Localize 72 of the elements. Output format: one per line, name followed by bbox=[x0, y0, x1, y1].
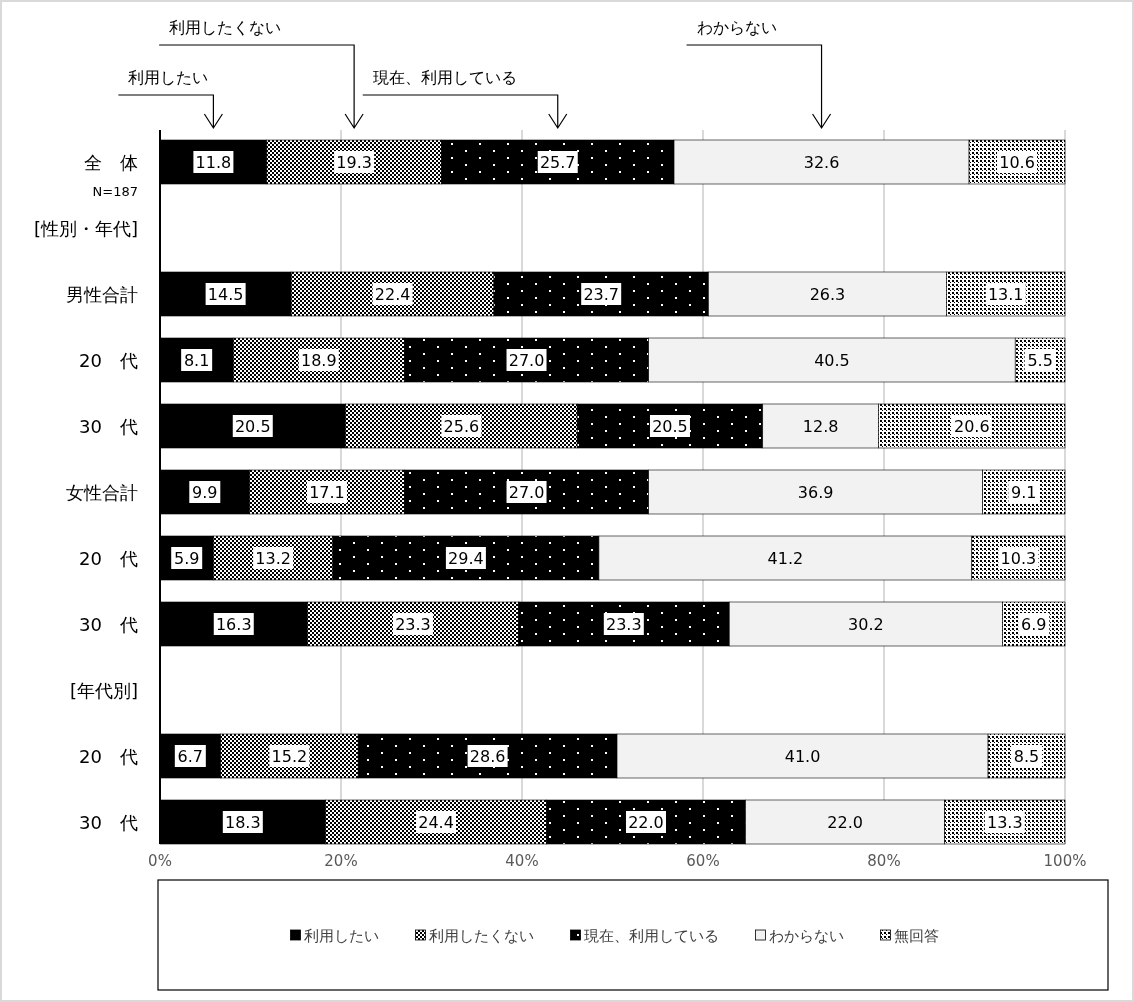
data-label: 20.5 bbox=[234, 417, 271, 436]
data-label: 9.9 bbox=[192, 483, 218, 502]
y-tick-label: 20 代 bbox=[79, 548, 138, 569]
data-label: 23.3 bbox=[606, 615, 642, 634]
data-label: 10.3 bbox=[1000, 549, 1037, 568]
data-label: 13.2 bbox=[255, 549, 291, 568]
data-label: 17.1 bbox=[309, 483, 345, 502]
data-label: 41.0 bbox=[784, 747, 821, 766]
y-tick-label: 全 体 bbox=[84, 152, 138, 173]
x-tick-label: 100% bbox=[1043, 852, 1087, 870]
x-tick-label: 0% bbox=[148, 852, 172, 870]
data-label: 5.5 bbox=[1027, 351, 1053, 370]
data-label: 18.3 bbox=[224, 813, 261, 832]
data-label: 23.3 bbox=[395, 615, 431, 634]
text: 利用したくない bbox=[169, 18, 282, 37]
legend-label: 利用したくない bbox=[428, 927, 534, 945]
data-label: 15.2 bbox=[271, 747, 308, 766]
data-label: 30.2 bbox=[848, 615, 884, 634]
data-label: 12.8 bbox=[802, 417, 839, 436]
y-tick-label: 30 代 bbox=[79, 614, 138, 635]
data-label: 20.5 bbox=[652, 417, 688, 436]
y-tick-label: 男性合計 bbox=[66, 284, 138, 305]
y-tick-label: 20 代 bbox=[79, 350, 138, 371]
data-label: 25.6 bbox=[443, 417, 480, 436]
data-label: 5.9 bbox=[173, 549, 200, 568]
data-label: 6.7 bbox=[177, 747, 204, 766]
text: 利用したい bbox=[128, 68, 209, 87]
data-label: 24.4 bbox=[418, 813, 454, 832]
legend-label: 無回答 bbox=[893, 927, 939, 945]
data-label: 40.5 bbox=[814, 351, 850, 370]
data-label: 26.3 bbox=[809, 285, 846, 304]
data-label: 22.4 bbox=[374, 285, 411, 304]
data-label: 6.9 bbox=[1021, 615, 1047, 634]
data-label: 23.7 bbox=[583, 285, 619, 304]
data-label: 13.1 bbox=[987, 285, 1024, 304]
data-label: 36.9 bbox=[797, 483, 834, 502]
data-label: 8.5 bbox=[1013, 747, 1040, 766]
legend-label: わからない bbox=[768, 927, 844, 945]
data-label: 22.0 bbox=[628, 813, 664, 832]
data-label: 9.1 bbox=[1011, 483, 1037, 502]
legend-label: 利用したい bbox=[303, 927, 379, 945]
data-label: 20.6 bbox=[953, 417, 990, 436]
data-label: 28.6 bbox=[469, 747, 506, 766]
data-label: 11.8 bbox=[195, 153, 232, 172]
y-tick-label: 女性合計 bbox=[66, 482, 138, 503]
y-tick-label: 20 代 bbox=[79, 746, 138, 767]
data-label: 25.7 bbox=[539, 153, 576, 172]
data-label: 10.6 bbox=[999, 153, 1035, 172]
text: 現在、利用している bbox=[372, 68, 517, 87]
text: N=187 bbox=[92, 184, 138, 199]
x-tick-label: 80% bbox=[867, 852, 901, 870]
data-label: 22.0 bbox=[827, 813, 863, 832]
text: わからない bbox=[696, 18, 777, 37]
data-label: 8.1 bbox=[183, 351, 210, 370]
x-tick-label: 60% bbox=[686, 852, 720, 870]
data-label: 18.9 bbox=[301, 351, 337, 370]
y-tick-label: [年代別] bbox=[69, 680, 138, 701]
y-tick-label: 30 代 bbox=[79, 416, 138, 437]
data-label: 16.3 bbox=[215, 615, 252, 634]
data-label: 19.3 bbox=[336, 153, 372, 172]
data-label: 29.4 bbox=[448, 549, 484, 568]
data-label: 27.0 bbox=[508, 483, 545, 502]
y-tick-label: [性別・年代] bbox=[33, 218, 138, 239]
x-tick-label: 20% bbox=[324, 852, 358, 870]
data-label: 14.5 bbox=[207, 285, 244, 304]
data-label: 13.3 bbox=[987, 813, 1023, 832]
y-tick-label: 30 代 bbox=[79, 812, 138, 833]
data-label: 41.2 bbox=[767, 549, 804, 568]
data-label: 27.0 bbox=[508, 351, 545, 370]
x-tick-label: 40% bbox=[505, 852, 539, 870]
data-label: 32.6 bbox=[803, 153, 840, 172]
legend-label: 現在、利用している bbox=[583, 927, 719, 945]
